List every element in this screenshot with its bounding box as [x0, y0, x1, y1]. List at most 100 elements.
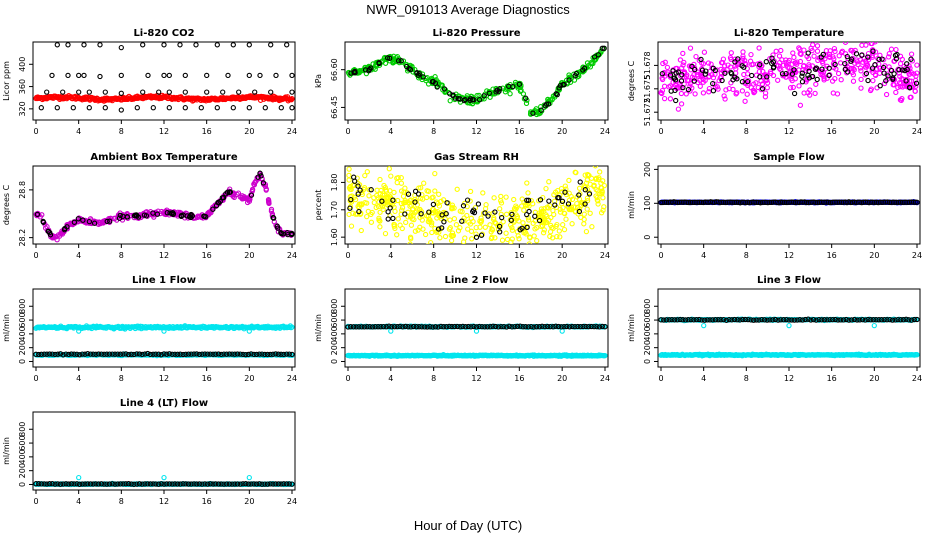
tempLi-point — [799, 79, 806, 85]
pressure-point — [566, 72, 572, 78]
rh-point — [442, 216, 448, 222]
line1-point — [229, 351, 235, 357]
pressure-point — [387, 55, 393, 61]
sample-point — [767, 199, 773, 206]
line2-point — [580, 323, 586, 330]
tempLi-point — [775, 77, 781, 83]
pressure-point — [523, 95, 529, 101]
tempLi-point — [858, 68, 864, 74]
rh-point — [470, 218, 476, 225]
co2-point — [65, 42, 71, 48]
line3-point — [688, 316, 694, 323]
ambient-point — [188, 214, 194, 221]
rh-point — [502, 247, 506, 251]
rh-point — [376, 217, 382, 223]
tempLi-point — [721, 63, 728, 69]
line1-point — [172, 351, 178, 357]
rh-point — [583, 228, 590, 235]
line1-point — [286, 351, 292, 357]
rh-point — [589, 224, 595, 230]
tempLi-point — [888, 67, 895, 74]
line3-point — [797, 317, 803, 323]
pressure-point — [589, 60, 595, 67]
rh-point — [355, 183, 361, 189]
rh-point — [582, 201, 588, 207]
sample-ytick-label: 100 — [643, 196, 652, 211]
line3-xtick-label: 0 — [658, 374, 663, 383]
rh-point — [377, 224, 383, 230]
line3-point — [663, 317, 670, 323]
line1-point — [278, 351, 284, 357]
rh-point — [403, 219, 409, 226]
rh-point — [347, 186, 353, 192]
co2-point — [214, 105, 220, 111]
line1-point — [281, 351, 287, 358]
tempLi-point — [799, 70, 805, 76]
ambient-point — [149, 211, 155, 217]
line2-point — [476, 323, 482, 330]
tempLi-ylabel: degrees C — [627, 60, 636, 101]
tempLi-point — [730, 77, 736, 83]
ambient-point — [266, 198, 272, 204]
rh-point — [552, 202, 558, 208]
line2-xtick-label: 12 — [471, 374, 481, 383]
co2-point — [97, 73, 103, 80]
line3-point — [693, 316, 700, 323]
ambient-point — [56, 233, 63, 239]
line3-point — [884, 317, 890, 323]
tempLi-point — [835, 70, 842, 77]
line1-ytick-label: 400 — [18, 326, 27, 341]
rh-point — [387, 205, 393, 211]
tempLi-point — [812, 90, 818, 97]
pressure-point — [572, 73, 578, 79]
tempLi-point — [776, 53, 783, 59]
line1-point — [79, 351, 85, 357]
co2-ylabel: Licor ppm — [2, 61, 11, 101]
tempLi-point — [881, 42, 883, 43]
rh-point — [507, 216, 514, 223]
rh-point — [551, 211, 557, 218]
rh-point — [460, 203, 467, 209]
sample-point — [824, 199, 830, 205]
rh-point — [591, 183, 597, 189]
line2-point — [550, 324, 556, 330]
rh-point — [459, 218, 465, 224]
line1-point — [95, 351, 102, 357]
rh-xtick-label: 24 — [600, 251, 610, 260]
tempLi-point — [668, 88, 674, 94]
rh-point — [526, 217, 532, 223]
line3-point — [715, 317, 721, 323]
pressure-point — [517, 80, 523, 87]
tempLi-point — [876, 56, 882, 63]
tempLi-point — [679, 72, 685, 78]
tempLi-point — [692, 91, 698, 97]
rh-point — [398, 188, 405, 194]
tempLi-point — [659, 71, 665, 77]
tempLi-point — [783, 70, 789, 77]
line3-point — [816, 316, 822, 323]
tempLi-point — [748, 51, 754, 58]
tempLi-point — [879, 56, 885, 62]
line3-point — [851, 316, 858, 323]
co2-point — [177, 42, 183, 48]
rh-point — [475, 201, 482, 207]
rh-point — [375, 195, 381, 201]
line3-point — [857, 317, 863, 323]
line3-point — [734, 317, 740, 323]
tempLi-xtick-label: 24 — [912, 127, 922, 136]
tempLi-point — [796, 45, 802, 51]
line3-point — [876, 317, 882, 323]
rh-point — [520, 220, 526, 226]
rh-point — [601, 204, 607, 210]
line2-point — [462, 324, 469, 330]
line3-point — [808, 317, 814, 323]
line3-point — [761, 317, 768, 323]
line3-point — [908, 317, 915, 323]
rh-point — [489, 226, 495, 232]
line4-xtick-label: 4 — [76, 497, 81, 506]
rh-point — [488, 235, 495, 242]
line1-point — [60, 352, 66, 358]
line3-point — [704, 317, 710, 323]
rh-point — [473, 234, 480, 240]
ambient-point — [188, 213, 194, 219]
